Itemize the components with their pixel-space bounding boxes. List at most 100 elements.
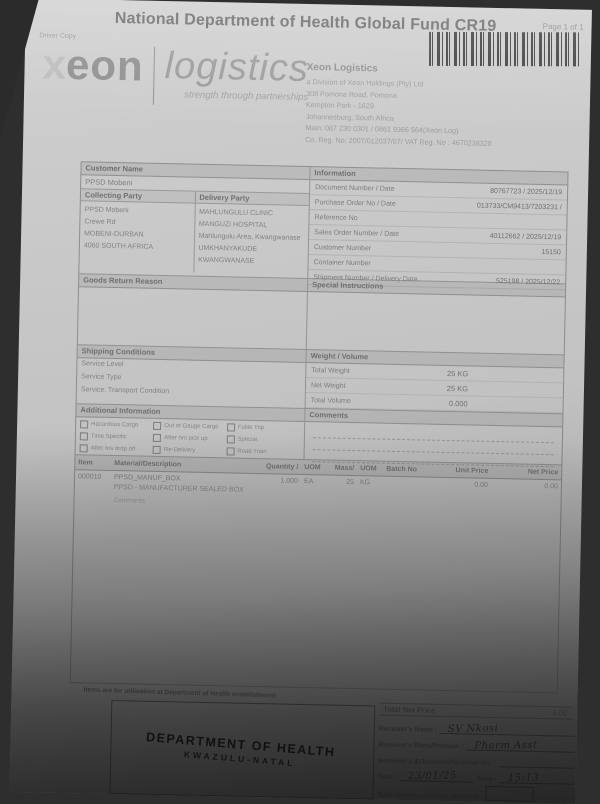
col-net-price-header: Net Price [527, 468, 559, 476]
option-cell: Re-Delivery [152, 445, 226, 456]
col-material-header: Material/Description [114, 459, 182, 468]
info-value: 80767723 / 2025/12/19 [490, 187, 563, 196]
delivery-party-address: MAHLUNGULU CLINIC MANGUZI HOSPITAL Mahlu… [194, 204, 309, 275]
item-number: 000010 [77, 473, 102, 481]
logo-x: x [42, 40, 67, 88]
option-cell: Out of Gauge Cargo [153, 421, 226, 432]
option-cell: After hrs pick up [153, 433, 226, 444]
option-cell: Time Specific [79, 432, 153, 442]
department-of-health-stamp: DEPARTMENT OF HEALTH KWAZULU-NATAL [125, 728, 356, 773]
page-indicator: Page 1 of 1 [542, 21, 584, 32]
weight-label: Total Volume [310, 396, 351, 405]
time-line: 15:13 [499, 770, 574, 785]
col-item-header: Item [78, 458, 93, 467]
item-net-price: 0.00 [544, 483, 559, 491]
special-instructions-empty [307, 292, 565, 353]
option-label: Time Specific [90, 433, 127, 441]
items-table-body: 000010 PPSD_MANUF_BOX 1.000 EA 25 KG 0.0… [71, 470, 561, 692]
info-value: 013733/CM9413/7203231 / [476, 202, 562, 211]
additional-options-grid: Hazardous Cargo Out of Gauge Cargo Futil… [75, 417, 304, 460]
weight-value: 25 KG [446, 383, 469, 393]
time-handwriting: 15:13 [507, 772, 540, 784]
logo-divider [152, 46, 156, 105]
info-label: Reference No [314, 213, 358, 222]
info-label: Customer Number [313, 243, 372, 252]
info-label: Document Number / Date [315, 183, 395, 193]
company-address-block: Xeon Logistics a Division of Xeon Holdin… [305, 62, 583, 151]
total-net-price-bar: Total Net Price 0.00 [379, 702, 572, 720]
receiver-rank-label: Receiver's Rank/Position : [378, 741, 464, 751]
col-batch-header: Batch No [386, 465, 418, 473]
info-value: 15150 [541, 248, 561, 256]
receiver-rank-line: Pharm Asst [466, 737, 575, 753]
footer-disclaimer: Items are for utilisation at Department … [83, 686, 276, 700]
receiver-rank-field: Receiver's Rank/Position : Pharm Asst [378, 736, 575, 753]
receiver-name-handwriting: SV Nkosi [448, 723, 499, 735]
receiver-name-line: SV Nkosi [440, 720, 575, 737]
option-label: Out of Gauge Cargo [164, 423, 219, 431]
option-cell: Futile Trip [226, 423, 300, 433]
item-material: PPSD_MANUF_BOX [113, 474, 181, 483]
logo-tagline: strength through partnerships [184, 89, 309, 104]
checkbox [79, 444, 88, 453]
collecting-party-address: PPSD Mobeni Crewe Rd MOBENI-DURBAN 4060 … [79, 201, 196, 273]
document-photo: Driver Copy National Department of Healt… [9, 0, 592, 804]
option-label: Re-Delivery [163, 447, 196, 454]
logo-logistics: logistics [164, 44, 310, 91]
logo-eon: eon [65, 40, 145, 90]
option-cell: Hazardous Cargo [80, 420, 153, 430]
item-mass: 25 [346, 478, 355, 487]
goods-return-empty [78, 287, 307, 348]
item-qty-uom: EA [303, 478, 314, 486]
copy-type-label: Driver Copy [39, 32, 77, 41]
col-uom-header: UOM [304, 463, 321, 471]
weight-value: 0.000 [448, 398, 468, 408]
option-cell: Special [226, 435, 299, 445]
date-line: 23/01/25 [399, 768, 475, 783]
checkbox [152, 445, 162, 454]
receiver-id-line [498, 754, 575, 769]
option-label: Special [237, 436, 258, 444]
date-time-field: Date : 23/01/25 Time : 15:13 [378, 768, 574, 785]
checkbox [226, 423, 235, 432]
checkbox [79, 432, 88, 441]
stamp-box: DEPARTMENT OF HEALTH KWAZULU-NATAL [109, 700, 376, 800]
date-handwriting: 23/01/25 [407, 770, 457, 783]
receiver-rank-handwriting: Pharm Asst [474, 739, 538, 752]
time-label: Time : [476, 775, 497, 784]
checkbox [153, 433, 162, 442]
option-label: After hrs pick up [164, 435, 208, 442]
option-cell: Road Train [226, 447, 299, 457]
info-label: Sales Order Number / Date [314, 228, 400, 238]
col-uom-header: UOM [360, 464, 377, 473]
receiver-id-label: Receiver's ID Number/Personal No. : [378, 757, 496, 768]
receiver-name-label: Receiver's Name : [378, 725, 438, 734]
checkbox [153, 421, 162, 431]
item-unit-price: 0.00 [474, 481, 489, 489]
col-mass-header: Mass/ [334, 464, 355, 472]
col-unit-price-header: Unit Price [455, 466, 489, 475]
checkbox [80, 420, 89, 429]
item-batch [383, 480, 433, 488]
item-mass-uom: KG [359, 479, 371, 487]
option-label: Road Train [237, 448, 267, 456]
checkbox [226, 447, 235, 456]
weight-value: 25 KG [446, 368, 469, 378]
receiver-name-field: Receiver's Name : SV Nkosi [379, 720, 575, 737]
address-line: 4060 SOUTH AFRICA [83, 242, 154, 251]
total-net-price-label: Total Net Price [383, 704, 436, 715]
info-value: 40112662 / 2025/12/19 [489, 232, 562, 241]
barcode [429, 31, 580, 67]
info-label: Purchase Order No / Date [314, 198, 396, 208]
item-comments-label: Comments [113, 497, 146, 505]
total-items-box [485, 785, 534, 802]
date-label: Date : [377, 773, 397, 782]
option-label: After hrs drop off [90, 445, 136, 453]
option-label: Hazardous Cargo [91, 421, 139, 429]
info-label: Container Number [313, 258, 371, 267]
address-line: KWANGWANASE [198, 256, 255, 265]
weight-label: Total Weight [311, 366, 350, 375]
weight-label: Net Weight [310, 381, 346, 390]
receiver-id-field: Receiver's ID Number/Personal No. : [378, 752, 575, 769]
item-quantity: 1.000 [280, 477, 299, 485]
